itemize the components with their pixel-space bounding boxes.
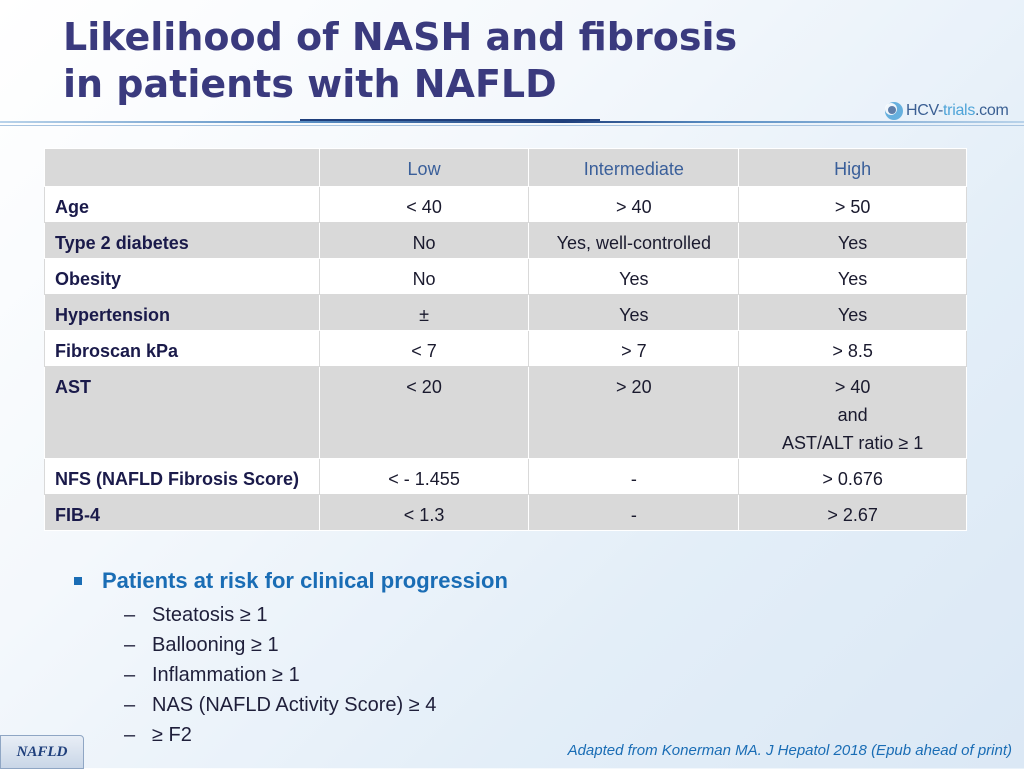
list-item: – NAS (NAFLD Activity Score) ≥ 4 bbox=[124, 690, 672, 720]
title-line-1: Likelihood of NASH and fibrosis bbox=[63, 15, 738, 59]
table-row: Fibroscan kPa < 7 > 7 > 8.5 bbox=[44, 330, 967, 367]
logo-text-main: HCV- bbox=[906, 102, 944, 119]
title-line-2: in patients with NAFLD bbox=[63, 62, 557, 106]
table-row: FIB-4 < 1.3 - > 2.67 bbox=[44, 494, 967, 531]
list-item: – Ballooning ≥ 1 bbox=[124, 630, 672, 660]
row-label: Type 2 diabetes bbox=[44, 222, 320, 259]
bullet-heading-text: Patients at risk for clinical progressio… bbox=[102, 568, 508, 593]
risk-table: Low Intermediate High Age < 40 > 40 > 50… bbox=[44, 148, 967, 531]
cell-high: Yes bbox=[738, 258, 967, 295]
cell-intermediate: > 40 bbox=[528, 186, 740, 223]
list-item: – ≥ F2 bbox=[124, 720, 672, 750]
cell-low: < 20 bbox=[318, 366, 530, 459]
logo-text-accent: trials bbox=[943, 102, 976, 119]
logo-icon bbox=[882, 100, 904, 122]
divider-line-thin bbox=[0, 125, 1024, 126]
source-citation: Adapted from Konerman MA. J Hepatol 2018… bbox=[567, 742, 1012, 759]
header-cell-intermediate: Intermediate bbox=[528, 148, 740, 187]
title-divider bbox=[0, 118, 1024, 130]
bullet-heading: Patients at risk for clinical progressio… bbox=[72, 568, 672, 594]
cell-low: < 1.3 bbox=[318, 494, 530, 531]
cell-high: Yes bbox=[738, 222, 967, 259]
section-tag: NAFLD bbox=[0, 735, 84, 769]
logo-text: HCV-trials.com bbox=[906, 102, 1009, 120]
table-row: Hypertension ± Yes Yes bbox=[44, 294, 967, 331]
table-header-row: Low Intermediate High bbox=[44, 148, 967, 187]
cell-low: < 40 bbox=[318, 186, 530, 223]
dash-icon: – bbox=[124, 634, 136, 656]
row-label: Obesity bbox=[44, 258, 320, 295]
dash-icon: – bbox=[124, 724, 136, 746]
list-item-text: Ballooning ≥ 1 bbox=[152, 634, 279, 656]
cell-intermediate: Yes bbox=[528, 294, 740, 331]
list-item-text: ≥ F2 bbox=[152, 724, 192, 746]
cell-intermediate: > 7 bbox=[528, 330, 740, 367]
list-item: – Steatosis ≥ 1 bbox=[124, 600, 672, 630]
dash-icon: – bbox=[124, 664, 136, 686]
logo-text-suffix: .com bbox=[975, 102, 1009, 119]
sub-list: – Steatosis ≥ 1 – Ballooning ≥ 1 – Inflamma… bbox=[72, 600, 672, 750]
list-item: – Inflammation ≥ 1 bbox=[124, 660, 672, 690]
row-label: Hypertension bbox=[44, 294, 320, 331]
cell-low: No bbox=[318, 258, 530, 295]
cell-intermediate: - bbox=[528, 494, 740, 531]
cell-high: > 50 bbox=[738, 186, 967, 223]
cell-intermediate: Yes, well-controlled bbox=[528, 222, 740, 259]
section-tag-label: NAFLD bbox=[16, 743, 68, 760]
table-row: Type 2 diabetes No Yes, well-controlled … bbox=[44, 222, 967, 259]
cell-high: > 40 and AST/ALT ratio ≥ 1 bbox=[738, 366, 967, 459]
row-label: Fibroscan kPa bbox=[44, 330, 320, 367]
slide-title: Likelihood of NASH and fibrosis in patie… bbox=[63, 14, 843, 108]
cell-intermediate: - bbox=[528, 458, 740, 495]
row-label: Age bbox=[44, 186, 320, 223]
cell-high-line: and bbox=[837, 405, 868, 425]
divider-accent bbox=[300, 119, 600, 122]
risk-bullets: Patients at risk for clinical progressio… bbox=[72, 568, 672, 750]
cell-intermediate: > 20 bbox=[528, 366, 740, 459]
cell-low: No bbox=[318, 222, 530, 259]
list-item-text: NAS (NAFLD Activity Score) ≥ 4 bbox=[152, 694, 437, 716]
cell-high-line: > 40 bbox=[834, 377, 871, 397]
table-row: AST < 20 > 20 > 40 and AST/ALT ratio ≥ 1 bbox=[44, 366, 967, 459]
square-bullet-icon bbox=[74, 577, 82, 585]
dash-icon: – bbox=[124, 694, 136, 716]
cell-intermediate: Yes bbox=[528, 258, 740, 295]
row-label: AST bbox=[44, 366, 320, 459]
cell-low: < - 1.455 bbox=[318, 458, 530, 495]
header-cell-high: High bbox=[738, 148, 967, 187]
cell-high-line: AST/ALT ratio ≥ 1 bbox=[781, 433, 924, 453]
row-label: FIB-4 bbox=[44, 494, 320, 531]
header-cell-low: Low bbox=[318, 148, 530, 187]
cell-high: > 0.676 bbox=[738, 458, 967, 495]
table-row: NFS (NAFLD Fibrosis Score) < - 1.455 - >… bbox=[44, 458, 967, 495]
cell-high: > 2.67 bbox=[738, 494, 967, 531]
cell-high: Yes bbox=[738, 294, 967, 331]
divider-line bbox=[0, 121, 1024, 123]
cell-high: > 8.5 bbox=[738, 330, 967, 367]
list-item-text: Steatosis ≥ 1 bbox=[152, 604, 268, 626]
dash-icon: – bbox=[124, 604, 136, 626]
cell-low: < 7 bbox=[318, 330, 530, 367]
hcv-trials-logo: HCV-trials.com bbox=[882, 98, 1009, 124]
list-item-text: Inflammation ≥ 1 bbox=[152, 664, 300, 686]
header-cell-empty bbox=[44, 148, 320, 187]
row-label: NFS (NAFLD Fibrosis Score) bbox=[44, 458, 320, 495]
cell-low: ± bbox=[318, 294, 530, 331]
table-row: Age < 40 > 40 > 50 bbox=[44, 186, 967, 223]
table-row: Obesity No Yes Yes bbox=[44, 258, 967, 295]
